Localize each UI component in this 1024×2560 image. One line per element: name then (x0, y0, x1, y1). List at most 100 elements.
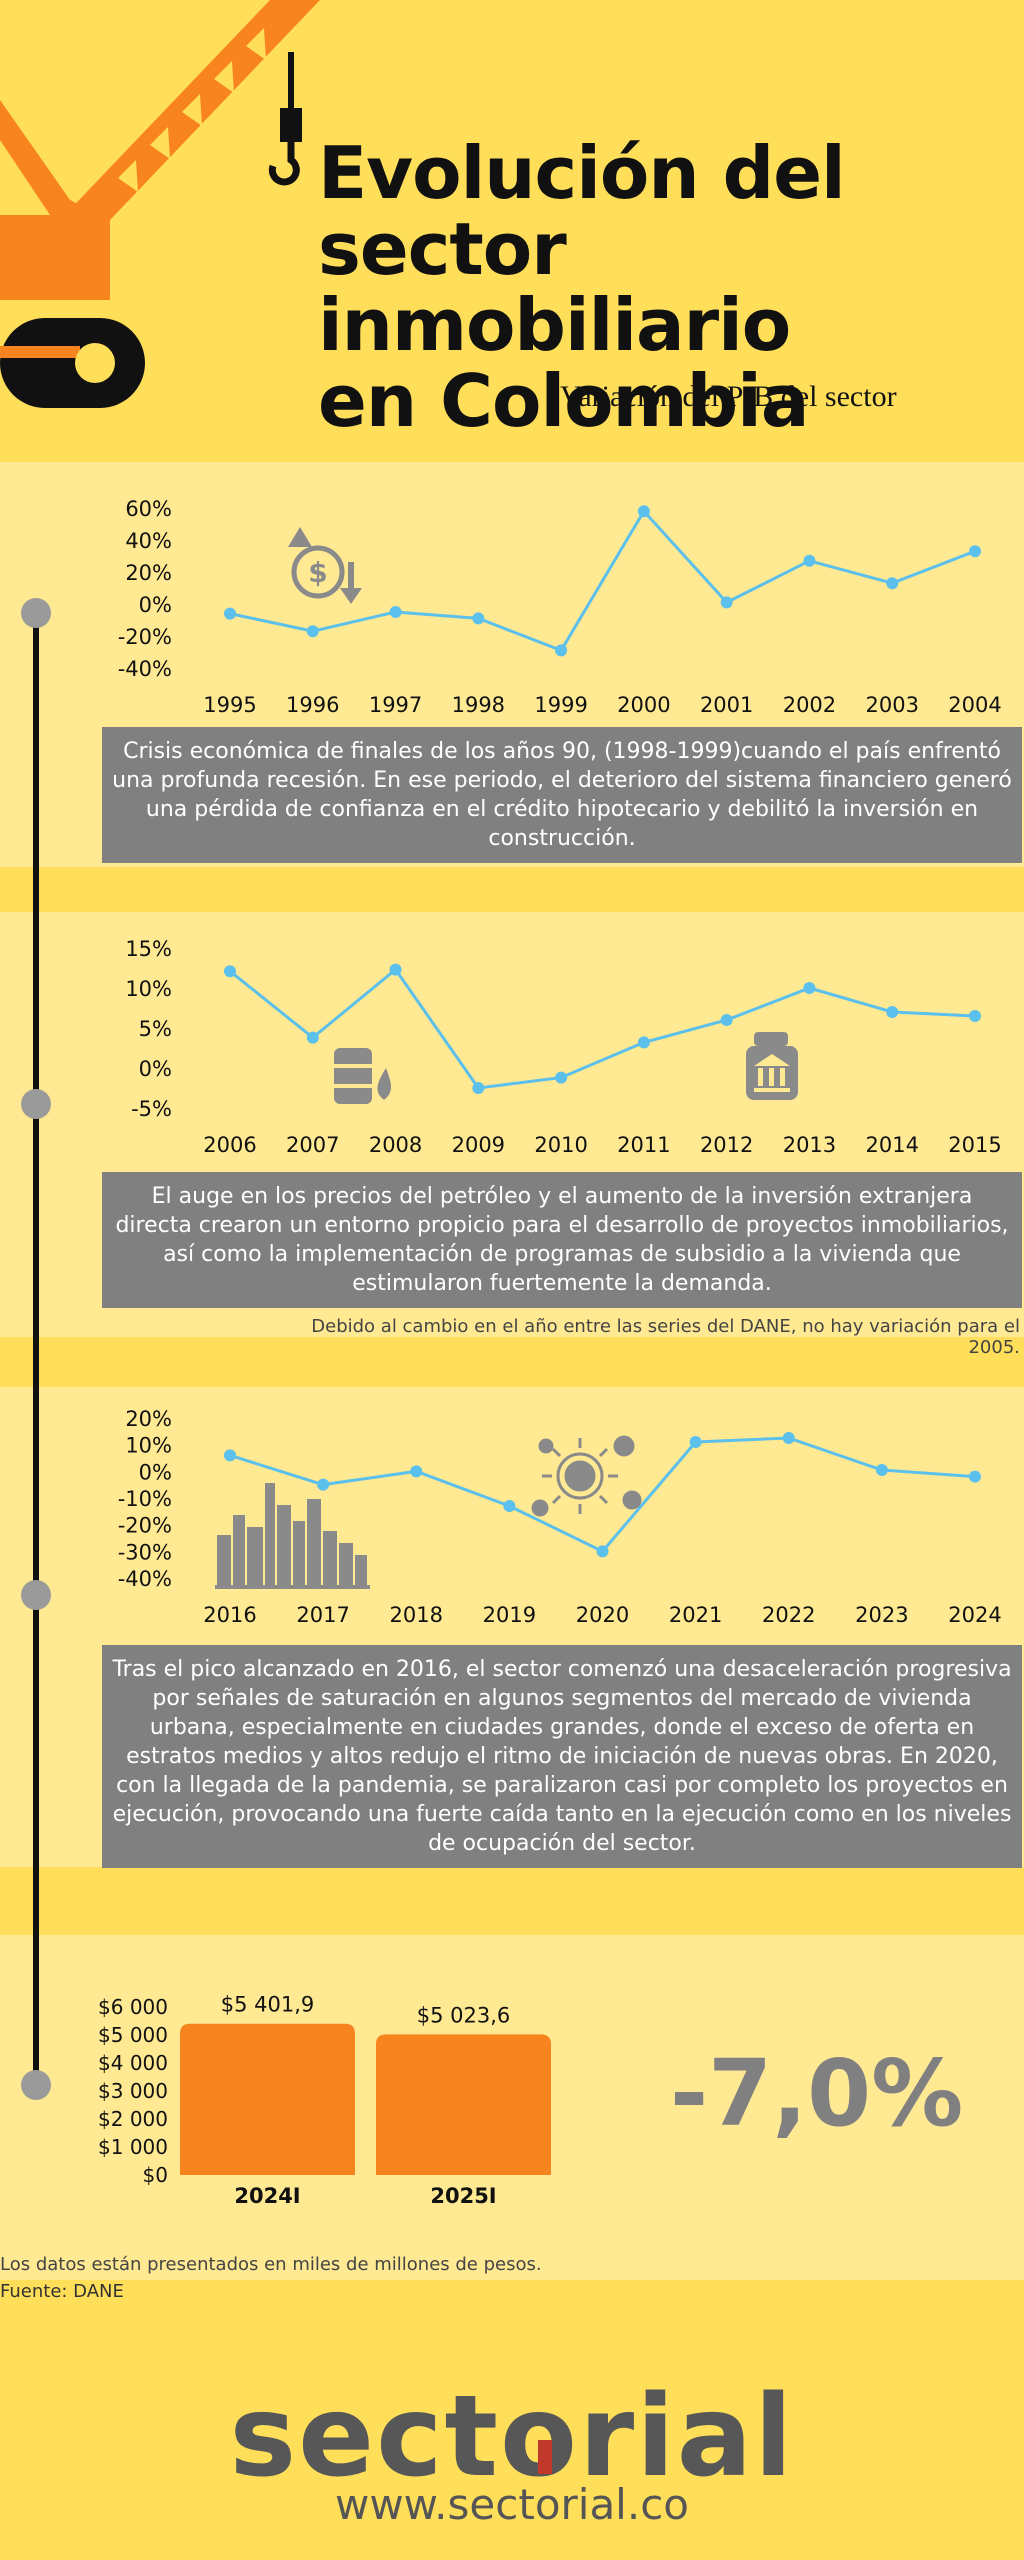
y-tick-label: -10% (118, 1487, 172, 1511)
percent-change: -7,0% (670, 2040, 964, 2147)
x-tick-label: 2021 (669, 1603, 722, 1627)
y-tick-label: 0% (139, 1460, 172, 1484)
y-tick-label: $5 000 (98, 2023, 168, 2047)
y-tick-label: 5% (139, 1017, 172, 1041)
data-point (875, 1464, 888, 1476)
y-tick-label: 20% (125, 561, 172, 585)
data-point (969, 1010, 981, 1022)
y-tick-label: $2 000 (98, 2107, 168, 2131)
bar (376, 2034, 551, 2175)
y-tick-label: -20% (118, 625, 172, 649)
x-tick-label: 1996 (286, 693, 339, 717)
data-point (720, 596, 733, 609)
data-point (803, 982, 816, 994)
data-point (596, 1545, 609, 1558)
y-tick-label: 40% (125, 529, 172, 553)
x-tick-label: 2007 (286, 1133, 339, 1157)
x-tick-label: 2019 (483, 1603, 536, 1627)
y-tick-label: $0 (143, 2163, 168, 2187)
x-tick-label: 2011 (617, 1133, 670, 1157)
data-point (720, 1014, 733, 1026)
x-tick-label: 2012 (700, 1133, 753, 1157)
brand-logo: sectorial (229, 2372, 795, 2502)
timeline-dot (21, 1580, 51, 1610)
x-tick-label: 2016 (203, 1603, 256, 1627)
x-tick-label: 2006 (203, 1133, 256, 1157)
brand-logo-accent (538, 2440, 552, 2474)
data-point (306, 1031, 319, 1044)
x-tick-label: 2000 (617, 693, 670, 717)
x-tick-label: 2020 (576, 1603, 629, 1627)
y-tick-label: $4 000 (98, 2051, 168, 2075)
x-tick-label: 2023 (855, 1603, 908, 1627)
x-tick-label: 2001 (700, 693, 753, 717)
section-3-description: Tras el pico alcanzado en 2016, el secto… (102, 1645, 1022, 1868)
svg-text:$: $ (308, 556, 327, 589)
data-point (689, 1436, 702, 1448)
data-point (503, 1500, 516, 1512)
x-tick-label: 2015 (948, 1133, 1001, 1157)
y-tick-label: 15% (125, 937, 172, 961)
data-point (637, 505, 650, 518)
data-point (782, 1432, 795, 1444)
timeline-dot (21, 2070, 51, 2100)
y-tick-label: 10% (125, 977, 172, 1001)
data-point (555, 644, 568, 657)
series-line (229, 508, 976, 653)
bar-chart-gdp: $6 000 $5 000 $4 000 $3 000 $2 000 $1 000 $0 $5… (98, 1993, 551, 2208)
y-tick-label: $3 000 (98, 2079, 168, 2103)
y-tick-label: -5% (131, 1097, 172, 1121)
x-tick-label: 2025I (430, 2184, 496, 2208)
x-tick-label: 2004 (948, 693, 1001, 717)
data-point (969, 545, 981, 558)
y-tick-label: 60% (125, 497, 172, 521)
data-point (224, 965, 236, 978)
y-tick-label: -30% (118, 1540, 172, 1564)
x-tick-label: 1997 (369, 693, 422, 717)
x-tick-label: 2003 (865, 693, 918, 717)
y-tick-label: $1 000 (98, 2135, 168, 2159)
data-point (224, 607, 236, 620)
y-tick-label: -20% (118, 1514, 172, 1538)
bar (180, 2023, 355, 2175)
data-point (224, 1449, 236, 1462)
bar-value-label: $5 023,6 (417, 2003, 511, 2027)
y-tick-label: 0% (139, 1057, 172, 1081)
brand-url[interactable]: www.sectorial.co (334, 2480, 689, 2529)
data-point (803, 554, 816, 567)
data-point (389, 963, 402, 976)
page-subtitle: Variación del PIB del sector (560, 380, 897, 413)
x-tick-label: 2013 (783, 1133, 836, 1157)
y-tick-label: 0% (139, 593, 172, 617)
y-tick-label: -40% (118, 1567, 172, 1591)
line-chart-1995-2004: 60% 40% 20% 0% -20% -40% 1995 1996 1997 1998 1999 2… (118, 497, 1002, 717)
x-tick-label: 2008 (369, 1133, 422, 1157)
timeline-dot (21, 598, 51, 628)
y-tick-label: $6 000 (98, 1995, 168, 2019)
data-point (472, 612, 485, 625)
y-tick-label: -40% (118, 657, 172, 681)
series-line (229, 967, 976, 1090)
timeline-line (33, 600, 39, 2090)
source-note: Fuente: DANE (0, 2281, 124, 2302)
data-point (472, 1082, 485, 1094)
y-tick-label: 10% (125, 1434, 172, 1458)
x-tick-label: 2010 (534, 1133, 587, 1157)
page-title: Evolución del sector inmobiliario en Col… (318, 131, 846, 443)
header: Evolución del sector inmobiliario en Col… (0, 0, 1024, 440)
x-tick-label: 1995 (203, 693, 256, 717)
y-tick-label: 20% (125, 1407, 172, 1431)
data-point (969, 1470, 981, 1483)
money-decrease-icon: $ (288, 527, 362, 604)
x-tick-label: 2017 (296, 1603, 349, 1627)
oil-barrel-icon (334, 1048, 391, 1104)
x-tick-label: 2022 (762, 1603, 815, 1627)
bar-value-label: $5 401,9 (221, 1993, 315, 2017)
section-2-note: Debido al cambio en el año entre las ser… (311, 1316, 1020, 1358)
x-tick-label: 2009 (452, 1133, 505, 1157)
city-skyline-icon (215, 1483, 370, 1589)
x-tick-label: 2002 (783, 693, 836, 717)
data-point (886, 577, 899, 590)
line-chart-2006-2015: 15% 10% 5% 0% -5% 2006 2007 2008 2009 2010 2011 201… (125, 937, 1001, 1157)
crane-icon (0, 0, 320, 408)
